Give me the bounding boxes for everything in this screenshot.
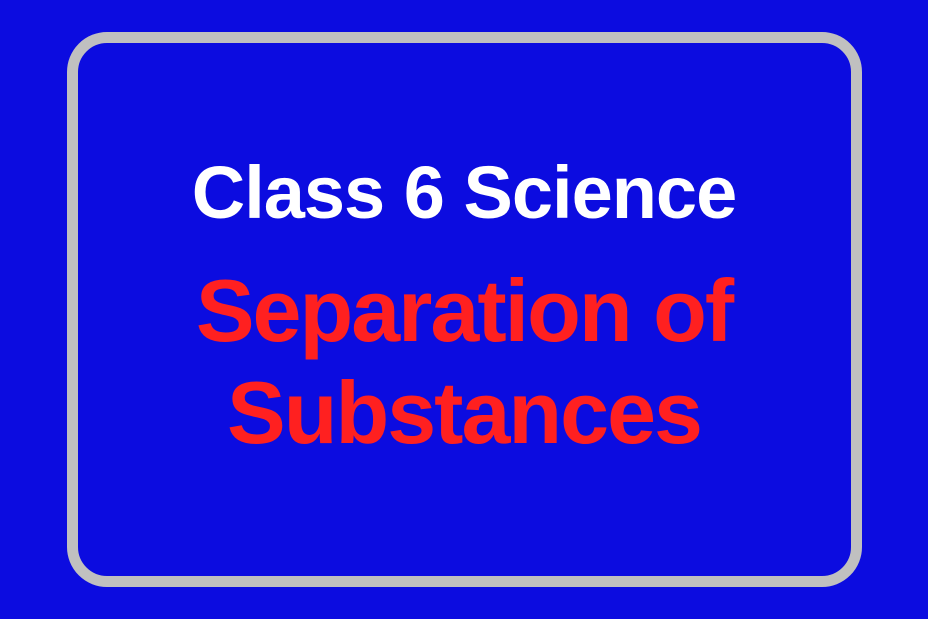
card-title: Class 6 Science bbox=[192, 156, 736, 230]
title-card-frame: Class 6 Science Separation of Substances bbox=[67, 32, 862, 587]
card-subtitle: Separation of Substances bbox=[98, 260, 831, 462]
